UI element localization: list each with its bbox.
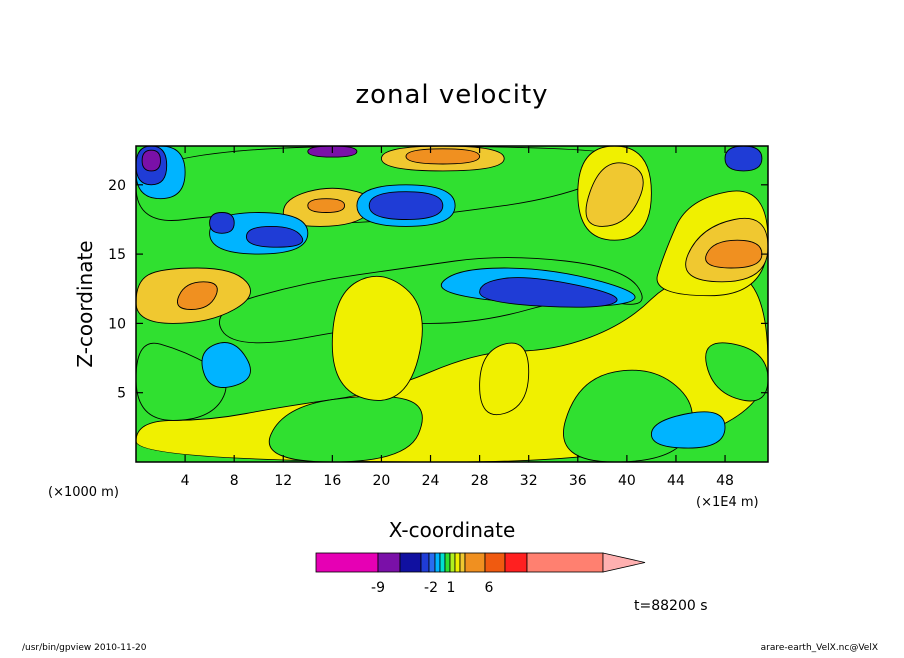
x-tick-label: 8 (230, 473, 239, 489)
x-tick-label: 28 (471, 473, 489, 489)
y-tick-label: 20 (108, 178, 126, 194)
colorbar (315, 552, 646, 573)
colorbar-segment (454, 552, 461, 573)
colorbar-segment (315, 552, 379, 573)
colorbar-segment (439, 552, 446, 573)
contour-region-neg1 (201, 342, 251, 388)
footer-command: /usr/bin/gpview 2010-11-20 (22, 643, 147, 653)
contour-region-neg1 (650, 411, 726, 449)
colorbar-labels: -9 -2 1 6 (371, 580, 494, 596)
colorbar-label: -9 (371, 580, 385, 596)
contour-region-neg2 (724, 146, 763, 172)
colorbar-segment (464, 552, 486, 573)
contour-region-pos1 (331, 275, 423, 401)
x-tick-label: 20 (373, 473, 391, 489)
colorbar-segment (484, 552, 506, 573)
colorbar-segment (444, 552, 451, 573)
x-tick-label: 48 (716, 473, 734, 489)
plot-frame (135, 145, 769, 463)
y-tick-label: 5 (117, 386, 126, 402)
y-axis-title: Z-coordinate (73, 240, 97, 367)
footer-variable: arare-earth_VelX.nc@VelX (761, 643, 878, 653)
x-axis-title: X-coordinate (389, 518, 516, 542)
x-tick-label: 4 (181, 473, 190, 489)
colorbar-arrow (602, 552, 646, 573)
contour-region-neg2 (368, 191, 444, 220)
contour-region-neg2 (245, 225, 304, 248)
colorbar-label: 6 (485, 580, 494, 596)
contour-region-pos2 (585, 162, 644, 227)
contour-region-pos3 (405, 148, 481, 165)
colorbar-segment (428, 552, 436, 573)
contour-region-pos3 (176, 281, 218, 310)
x-tick-label: 12 (274, 473, 292, 489)
time-label: t=88200 s (634, 598, 708, 614)
x-tick-label: 40 (618, 473, 636, 489)
colorbar-segment (449, 552, 456, 573)
colorbar-segment (459, 552, 466, 573)
x-tick-label: 16 (323, 473, 341, 489)
contour-region-pos1 (479, 342, 530, 416)
colorbar-segment (526, 552, 604, 573)
colorbar-segment (420, 552, 430, 573)
colorbar-segment (434, 552, 441, 573)
colorbar-segment (399, 552, 422, 573)
y-tick-label: 10 (108, 316, 126, 332)
y-axis-unit: (×1000 m) (48, 485, 119, 500)
x-axis-ticks: 4 8 12 16 20 24 28 32 36 40 44 48 (181, 146, 734, 489)
y-tick-label: 15 (108, 247, 126, 263)
contour-region-pos3 (307, 198, 346, 213)
contour-region-zero (268, 395, 423, 462)
x-tick-label: 24 (422, 473, 440, 489)
contour-region-neg2 (479, 277, 618, 308)
colorbar-segment (377, 552, 401, 573)
contour-region-neg2 (209, 212, 235, 234)
x-tick-label: 32 (520, 473, 538, 489)
x-tick-label: 44 (667, 473, 685, 489)
chart-title: zonal velocity (355, 80, 548, 110)
x-tick-label: 36 (569, 473, 587, 489)
colorbar-label: -2 (424, 580, 438, 596)
contour-region-zero (705, 342, 768, 402)
contour-region-neg3 (141, 149, 161, 172)
y-axis-ticks: 5 10 15 20 (108, 178, 768, 402)
colorbar-segment (504, 552, 528, 573)
x-axis-unit: (×1E4 m) (696, 495, 759, 510)
plot-area (136, 146, 768, 462)
colorbar-label: 1 (447, 580, 456, 596)
